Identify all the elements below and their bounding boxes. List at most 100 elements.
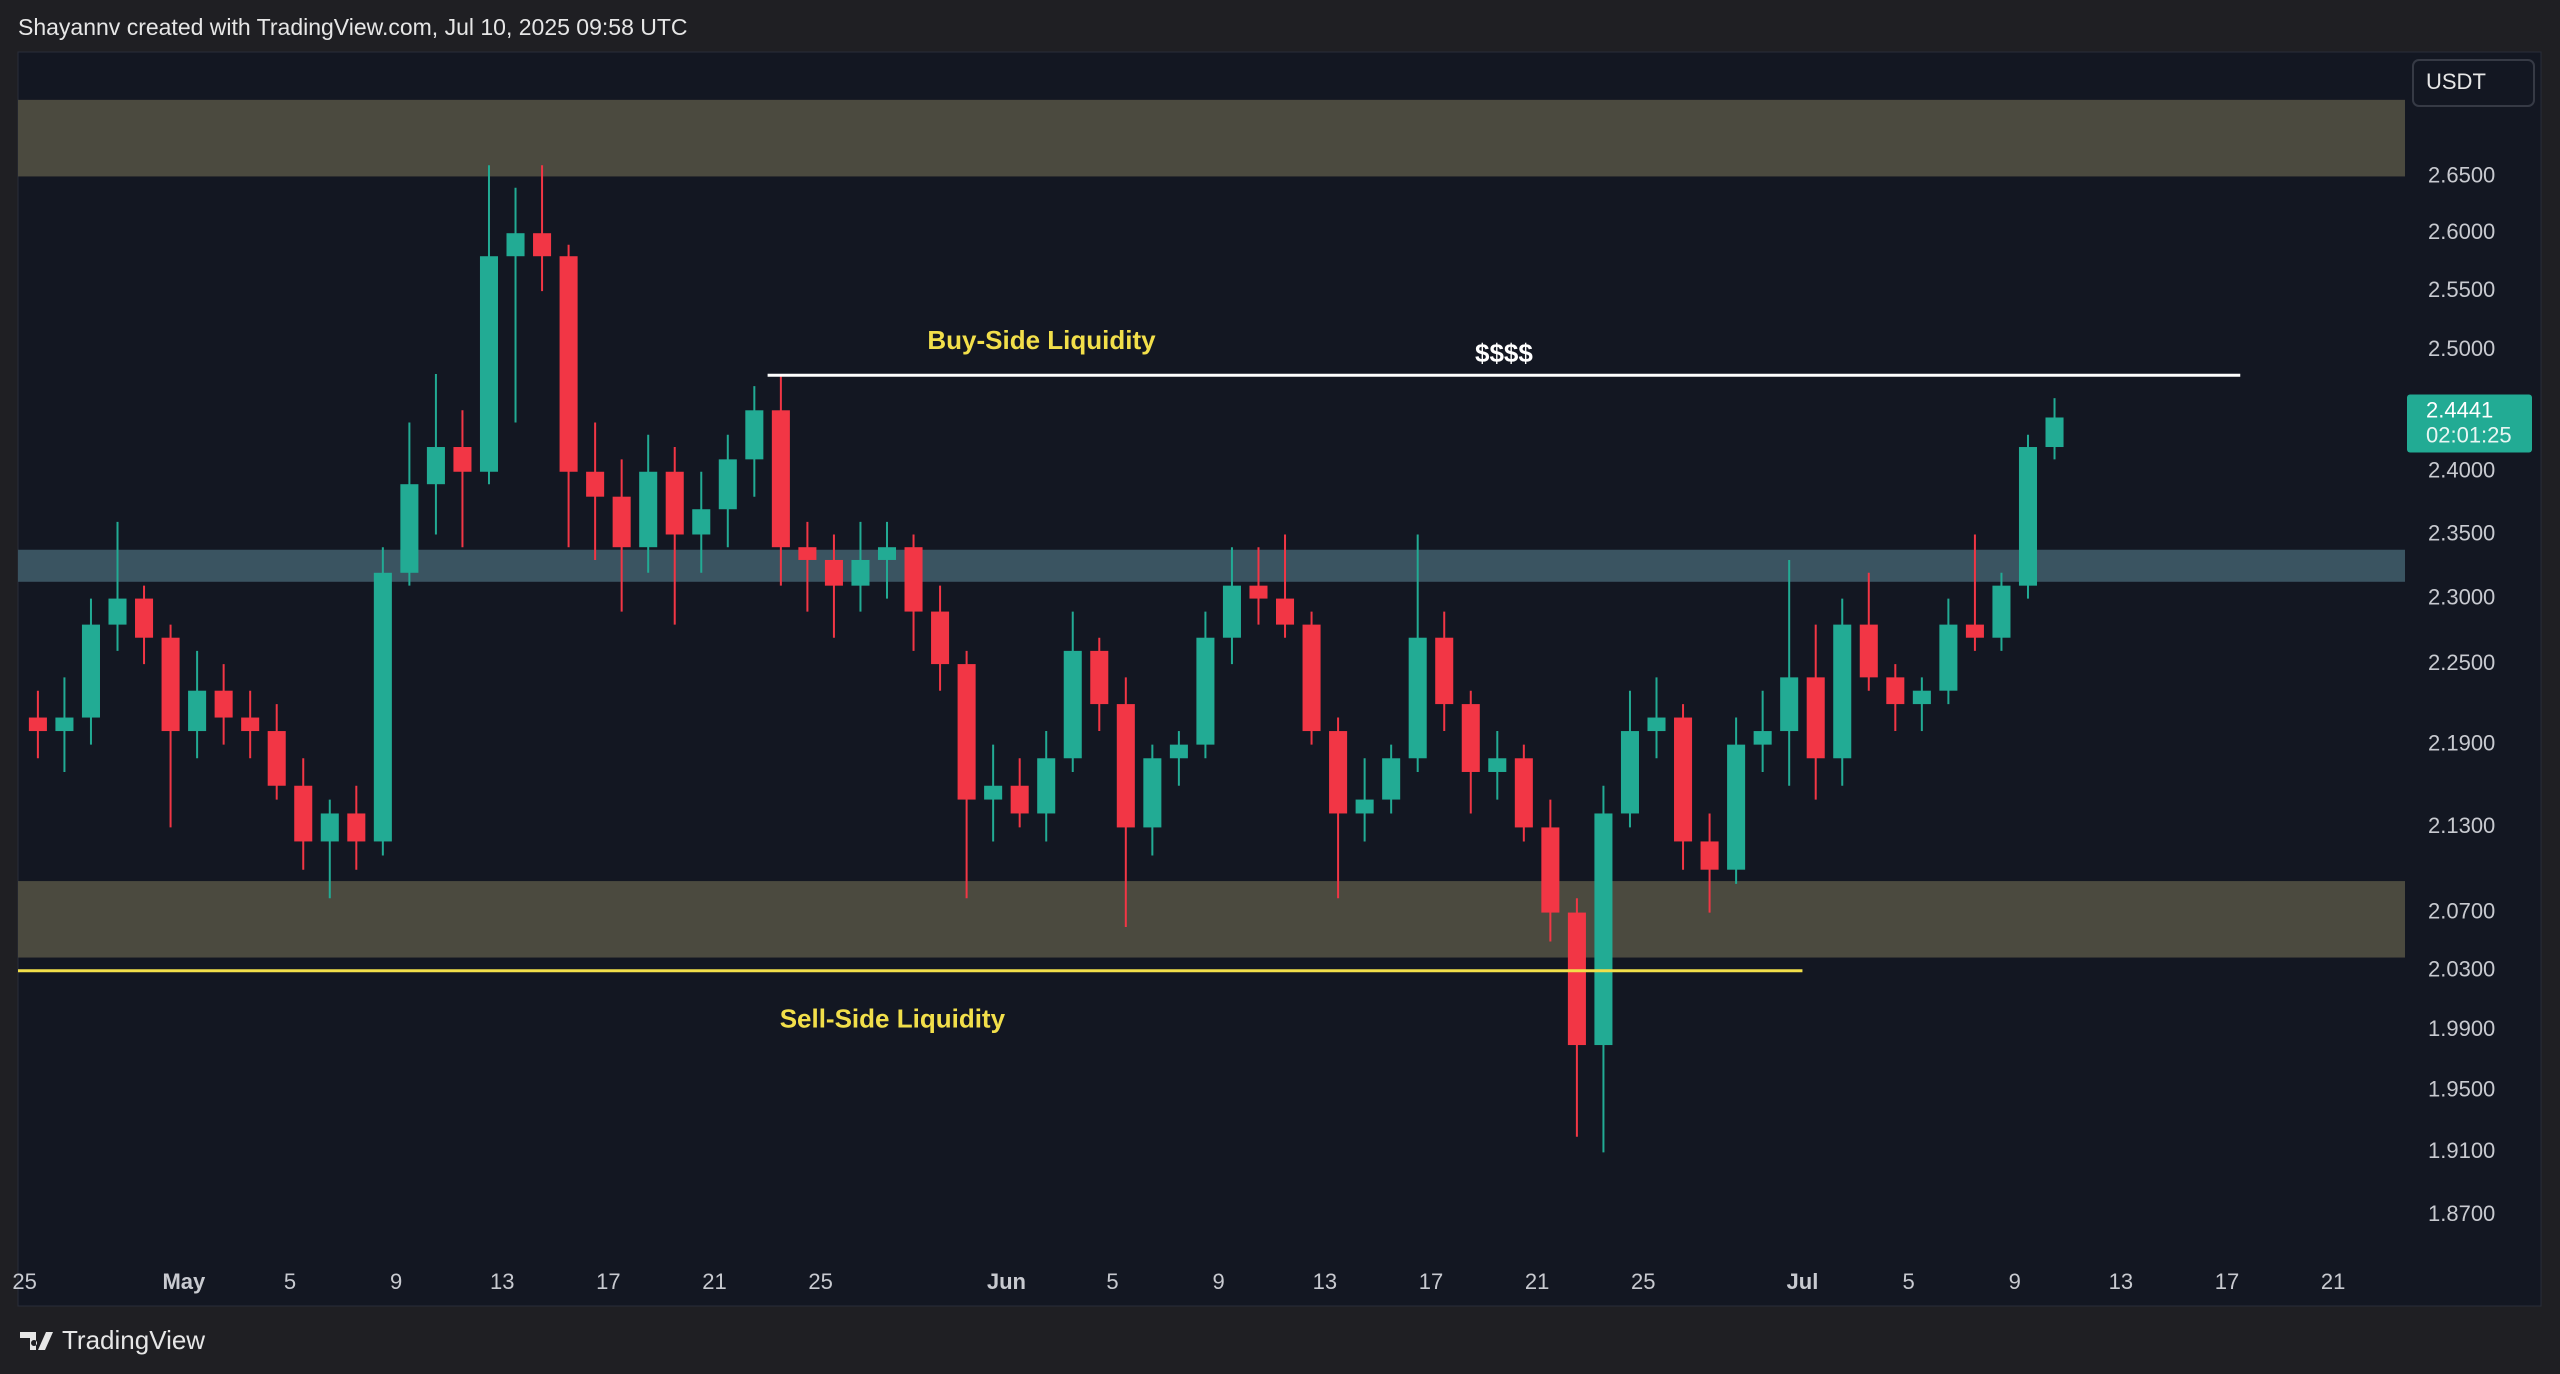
x-tick-label: 17 <box>2215 1269 2239 1294</box>
candle-body <box>639 471 658 548</box>
candle-body <box>320 813 339 842</box>
candle-body <box>984 785 1003 800</box>
x-tick-label: May <box>162 1269 206 1294</box>
candle-body <box>1090 650 1109 705</box>
candle-body <box>1010 785 1029 814</box>
candle-body <box>1037 758 1056 814</box>
zone <box>18 881 2405 958</box>
x-tick-label: 5 <box>1902 1269 1914 1294</box>
candle-body <box>1276 598 1295 625</box>
candle-body <box>1700 841 1719 870</box>
candle-body <box>665 471 684 535</box>
candle-body <box>1727 744 1746 870</box>
y-tick-label: 1.9900 <box>2428 1016 2495 1041</box>
x-tick-label: 21 <box>2321 1269 2345 1294</box>
y-tick-label: 2.0700 <box>2428 898 2495 923</box>
x-tick-label: 17 <box>1419 1269 1443 1294</box>
candle-body <box>1594 813 1613 1046</box>
logo-icon <box>20 1332 53 1350</box>
currency-box[interactable] <box>2412 59 2535 107</box>
y-tick-label: 2.5500 <box>2428 277 2495 302</box>
x-tick-label: Jun <box>987 1269 1026 1294</box>
last-price-label: 2.4441 <box>2426 397 2493 422</box>
candle-body <box>426 447 445 485</box>
y-tick-label: 2.6500 <box>2428 162 2495 187</box>
candle-body <box>1355 799 1374 814</box>
x-tick-label: 9 <box>390 1269 402 1294</box>
candle-body <box>1461 704 1480 772</box>
candle-body <box>824 559 843 586</box>
x-tick-label: 17 <box>596 1269 620 1294</box>
candle-body <box>1222 585 1241 638</box>
candle-body <box>1169 744 1188 759</box>
y-tick-label: 2.0300 <box>2428 957 2495 982</box>
candle-body <box>1647 717 1666 732</box>
candle-body <box>586 471 605 497</box>
candle-body <box>1567 912 1586 1046</box>
y-tick-label: 2.2500 <box>2428 650 2495 675</box>
candle-body <box>1435 637 1454 705</box>
candle-body <box>135 598 154 638</box>
candle-body <box>851 559 870 586</box>
candle-body <box>1833 624 1852 759</box>
last-price-box <box>2407 394 2532 453</box>
candle-body <box>1408 637 1427 759</box>
candle-body <box>1753 731 1772 745</box>
y-tick-label: 2.4000 <box>2428 458 2495 483</box>
candle-body <box>28 717 47 732</box>
candle-body <box>931 611 950 665</box>
y-tick-label: 2.6000 <box>2428 219 2495 244</box>
candle-body <box>1859 624 1878 678</box>
candle-body <box>957 664 976 800</box>
x-tick-label: 9 <box>2009 1269 2021 1294</box>
x-tick-label: Jul <box>1787 1269 1819 1294</box>
candle-body <box>1249 585 1268 599</box>
candle-body <box>1912 690 1931 705</box>
x-tick-label: 25 <box>808 1269 832 1294</box>
candle-body <box>1196 637 1215 745</box>
candle-body <box>479 256 499 472</box>
candle-body <box>904 547 923 612</box>
y-tick-label: 2.5000 <box>2428 336 2495 361</box>
level-note: $$$$ <box>1475 338 1533 368</box>
candle-body <box>506 233 525 257</box>
candle-body <box>559 256 578 472</box>
candle-body <box>373 572 392 842</box>
zone <box>18 99 2405 177</box>
candle-body <box>1620 731 1639 814</box>
candle-body <box>1780 677 1799 732</box>
level-label: Buy-Side Liquidity <box>927 325 1156 355</box>
candle-body <box>2018 447 2038 586</box>
candle-body <box>1116 704 1135 828</box>
candle-body <box>1541 827 1560 913</box>
x-tick-label: 25 <box>1631 1269 1655 1294</box>
x-tick-label: 21 <box>1525 1269 1549 1294</box>
y-tick-label: 2.3000 <box>2428 584 2495 609</box>
candle-body <box>267 731 286 786</box>
candle-body <box>1329 731 1348 814</box>
candle-body <box>1674 717 1693 842</box>
x-tick-label: 5 <box>284 1269 296 1294</box>
candle-body <box>1063 650 1082 759</box>
y-tick-label: 2.1900 <box>2428 730 2495 755</box>
candle-body <box>400 484 419 573</box>
candle-body <box>347 813 366 842</box>
candle-body <box>1992 585 2011 638</box>
x-tick-label: 9 <box>1213 1269 1225 1294</box>
candle-body <box>81 624 100 718</box>
x-tick-label: 21 <box>702 1269 726 1294</box>
footer-logo[interactable]: TradingView <box>20 1325 205 1355</box>
countdown-label: 02:01:25 <box>2426 422 2512 447</box>
x-tick-label: 25 <box>12 1269 36 1294</box>
x-tick-label: 13 <box>2109 1269 2133 1294</box>
candle-body <box>692 509 711 535</box>
candle-body <box>1965 624 1984 638</box>
candle-body <box>214 690 233 718</box>
y-tick-label: 2.3500 <box>2428 520 2495 545</box>
y-tick-label: 1.9100 <box>2428 1138 2495 1163</box>
candle-body <box>1939 624 1958 691</box>
candle-body <box>108 598 127 625</box>
candle-body <box>1382 758 1401 800</box>
chart-panel <box>17 51 2542 1307</box>
candle-body <box>453 447 472 472</box>
